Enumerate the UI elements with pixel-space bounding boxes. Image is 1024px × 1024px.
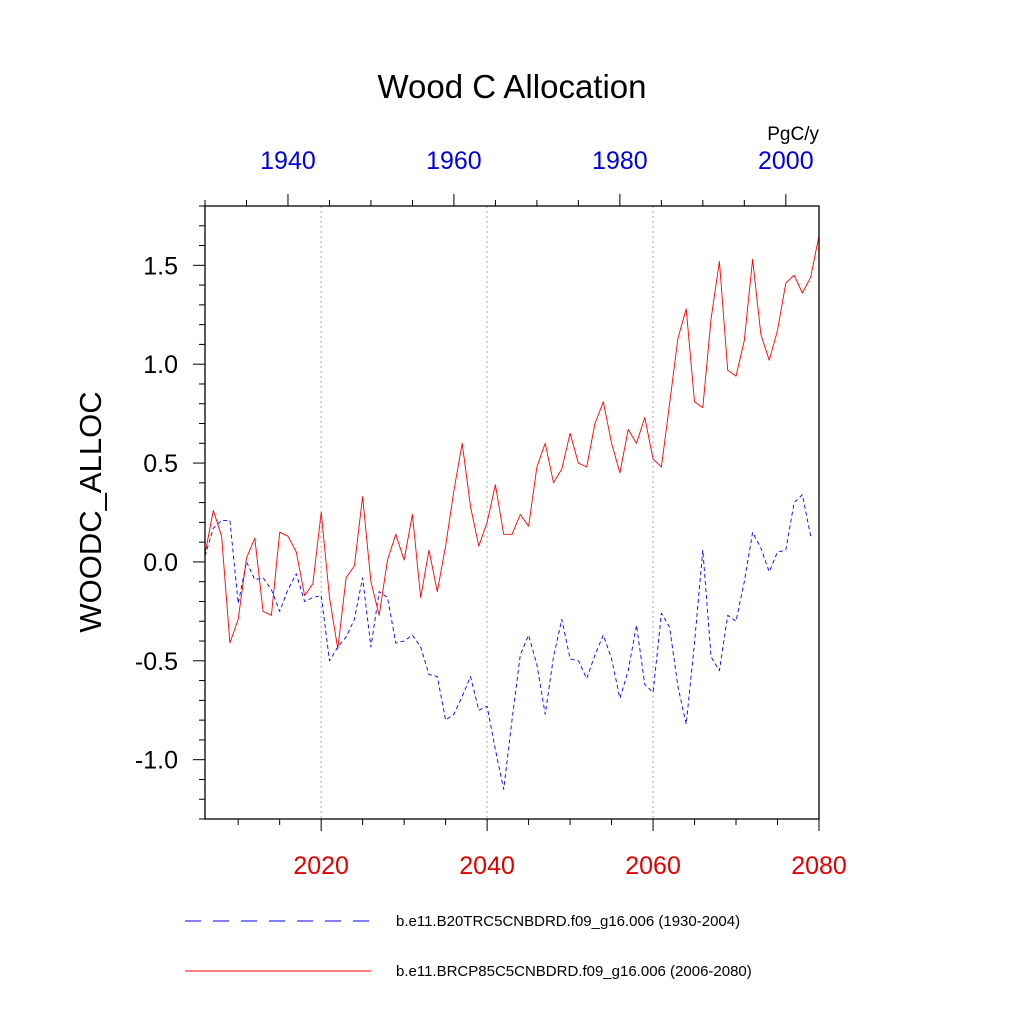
x-bottom-tick-label: 2080 [791, 852, 847, 880]
y-tick-label: 0.5 [143, 450, 178, 478]
x-top-tick-label: 1940 [260, 147, 316, 175]
x-bottom-tick-label: 2060 [625, 852, 681, 880]
series-line-2 [204, 235, 820, 650]
series-layer [204, 235, 820, 790]
axis-ticks: 1.5 1.0 0.5 0.0 -0.5 -1.0 2020 2040 2060 2080 1940… [135, 147, 847, 880]
plot-frame [204, 205, 820, 820]
x-top-tick-label: 1960 [426, 147, 482, 175]
legend-label-1: b.e11.B20TRC5CNBDRD.f09_g16.006 (1930-20… [396, 913, 740, 930]
y-axis-label: WOODC_ALLOC [73, 391, 108, 632]
y-tick-label: 0.0 [143, 549, 178, 577]
legend-label-2: b.e11.BRCP85C5CNBDRD.f09_g16.006 (2006-2… [396, 963, 752, 980]
units-label: PgC/y [767, 124, 819, 145]
chart-title: Wood C Allocation [377, 68, 646, 105]
x-top-tick-label: 1980 [592, 147, 648, 175]
gridlines [320, 206, 654, 819]
series-line-1 [204, 494, 812, 790]
y-tick-label: -1.0 [135, 747, 178, 775]
x-bottom-tick-label: 2040 [459, 852, 515, 880]
x-top-tick-label: 2000 [758, 147, 814, 175]
x-bottom-tick-label: 2020 [293, 852, 349, 880]
y-tick-label: 1.0 [143, 351, 178, 379]
legend: b.e11.B20TRC5CNBDRD.f09_g16.006 (1930-20… [185, 913, 752, 980]
y-tick-label: 1.5 [143, 252, 178, 280]
y-tick-label: -0.5 [135, 648, 178, 676]
